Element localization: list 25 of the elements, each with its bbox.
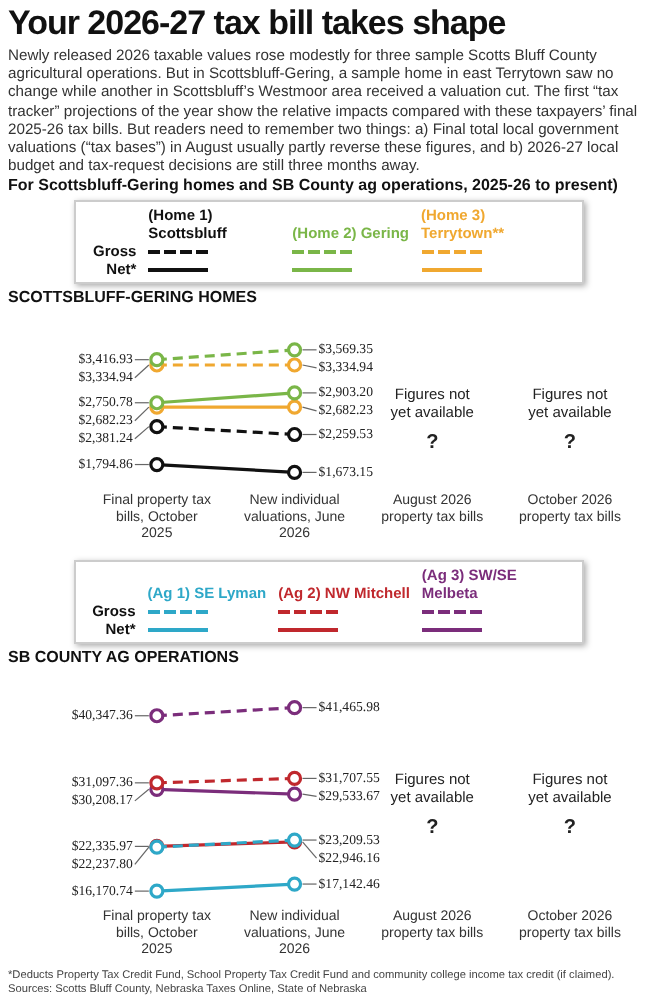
text: For Scottsbluff-Gering homes and SB County ag operations, 2025-26 to present) [8, 176, 620, 195]
point [149, 419, 165, 436]
point [286, 427, 303, 443]
point [286, 386, 303, 402]
annotation: ? [426, 433, 439, 456]
point [149, 457, 165, 473]
point [149, 395, 165, 412]
point [286, 877, 303, 893]
point [149, 352, 165, 369]
chart-title: SB COUNTY AG OPERATIONS [8, 648, 241, 667]
annotation: ? [563, 818, 577, 841]
point [149, 708, 165, 725]
text: Your 2026-27 tax bill takes shape [8, 4, 508, 44]
point [149, 884, 165, 900]
point [286, 465, 303, 481]
annotation: ? [426, 818, 439, 841]
point [286, 771, 303, 787]
point [286, 400, 303, 416]
chart-title: SCOTTSBLUFF-GERING HOMES [8, 288, 259, 307]
annotation: ? [563, 433, 577, 456]
point [149, 776, 165, 792]
point [286, 358, 303, 374]
point [286, 787, 303, 803]
point [286, 343, 303, 359]
point [286, 700, 303, 717]
